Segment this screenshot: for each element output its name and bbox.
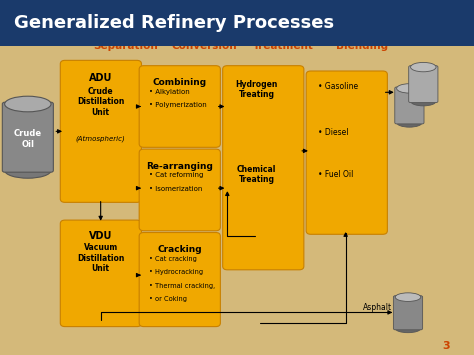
Ellipse shape — [410, 97, 436, 106]
FancyBboxPatch shape — [139, 149, 220, 231]
Text: Refinery operations can be divided into four general categories...: Refinery operations can be divided into … — [18, 18, 381, 28]
Ellipse shape — [397, 84, 422, 93]
FancyBboxPatch shape — [139, 66, 220, 147]
Text: • Cat reforming: • Cat reforming — [149, 172, 204, 178]
FancyBboxPatch shape — [2, 102, 54, 172]
Text: • Diesel: • Diesel — [318, 128, 348, 137]
Text: • Thermal cracking,: • Thermal cracking, — [149, 283, 216, 289]
Text: Asphalt: Asphalt — [363, 302, 392, 312]
Text: • or Coking: • or Coking — [149, 296, 187, 302]
Text: Separation: Separation — [93, 41, 158, 51]
FancyBboxPatch shape — [60, 220, 142, 327]
FancyBboxPatch shape — [409, 66, 438, 103]
Text: Blending: Blending — [336, 41, 388, 51]
Text: Conversion: Conversion — [171, 41, 237, 51]
Text: Products: Products — [394, 34, 436, 44]
FancyBboxPatch shape — [60, 60, 142, 202]
Ellipse shape — [410, 62, 436, 72]
FancyBboxPatch shape — [395, 87, 424, 124]
Ellipse shape — [395, 293, 421, 301]
Text: Chemical
Treating: Chemical Treating — [237, 165, 276, 185]
FancyBboxPatch shape — [139, 233, 220, 327]
Text: • Gasoline: • Gasoline — [318, 82, 358, 91]
Ellipse shape — [395, 324, 421, 333]
Text: Combining: Combining — [153, 78, 207, 87]
Text: ADU: ADU — [89, 73, 112, 83]
Text: 3: 3 — [442, 342, 450, 351]
Text: • Alkylation: • Alkylation — [149, 89, 190, 95]
FancyBboxPatch shape — [306, 71, 387, 234]
Text: • Polymerization: • Polymerization — [149, 102, 207, 108]
Text: • Fuel Oil: • Fuel Oil — [318, 170, 353, 179]
Text: Generalized Refinery Processes: Generalized Refinery Processes — [14, 14, 334, 32]
Text: • Hydrocracking: • Hydrocracking — [149, 269, 203, 275]
Ellipse shape — [5, 163, 51, 178]
Text: Treatment: Treatment — [253, 41, 313, 51]
FancyBboxPatch shape — [393, 296, 423, 330]
Text: Cracking: Cracking — [157, 245, 202, 254]
Text: Hydrogen
Treating: Hydrogen Treating — [236, 80, 278, 99]
Text: VDU: VDU — [89, 231, 112, 241]
Text: (Atmospheric): (Atmospheric) — [76, 135, 126, 142]
Ellipse shape — [5, 96, 51, 112]
Text: Vacuum
Distillation
Unit: Vacuum Distillation Unit — [77, 243, 124, 273]
Text: • Cat cracking: • Cat cracking — [149, 256, 197, 262]
Text: Crude
Distillation
Unit: Crude Distillation Unit — [77, 87, 124, 117]
Text: Crude
Oil: Crude Oil — [14, 130, 42, 149]
Ellipse shape — [397, 118, 422, 127]
Text: Re-arranging: Re-arranging — [146, 162, 213, 170]
FancyBboxPatch shape — [223, 66, 304, 270]
Text: • Isomerization: • Isomerization — [149, 186, 203, 192]
